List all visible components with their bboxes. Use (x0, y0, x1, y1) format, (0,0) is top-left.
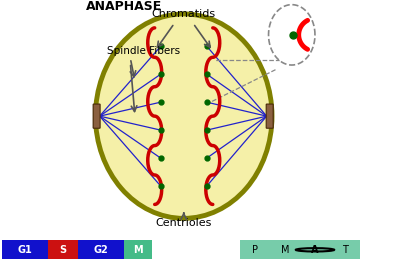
Ellipse shape (268, 5, 315, 65)
Circle shape (296, 248, 334, 252)
Bar (300, 240, 330, 259)
Text: M: M (281, 245, 289, 255)
Text: A: A (311, 245, 319, 255)
Text: Centrioles: Centrioles (156, 218, 212, 228)
Text: T: T (342, 245, 348, 255)
Ellipse shape (96, 14, 272, 218)
Text: G2: G2 (94, 245, 108, 255)
FancyBboxPatch shape (93, 104, 100, 128)
Text: M: M (133, 245, 143, 255)
Bar (78, 240, 124, 259)
Text: P: P (252, 245, 258, 255)
Text: Chromatids: Chromatids (152, 9, 216, 19)
Text: S: S (60, 245, 66, 255)
Text: ANAPHASE: ANAPHASE (86, 0, 162, 13)
Bar (330, 240, 360, 259)
Bar (270, 240, 300, 259)
Text: G1: G1 (18, 245, 32, 255)
Bar (240, 240, 270, 259)
Bar (48, 240, 78, 259)
Bar (2, 240, 48, 259)
Text: Spindle Fibers: Spindle Fibers (107, 46, 180, 56)
Bar (124, 240, 152, 259)
FancyBboxPatch shape (266, 104, 273, 128)
